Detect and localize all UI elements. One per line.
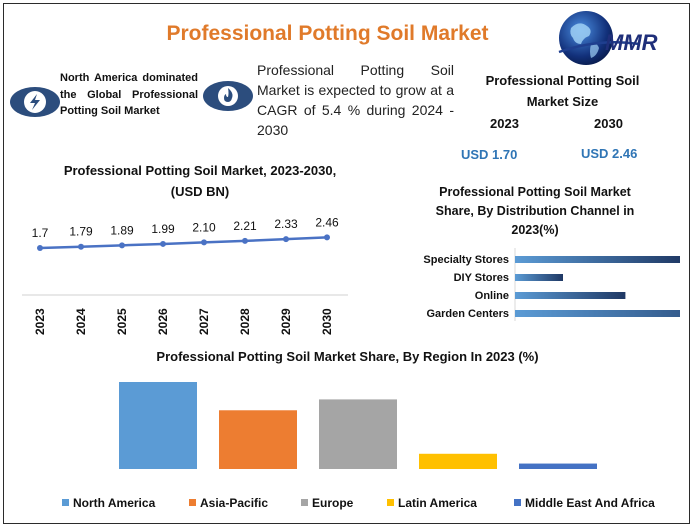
line-chart: 1.7 2023 1.79 2024 1.89 2025 1.99 2026 2.10 2027 2…	[22, 215, 348, 335]
data-point-2030	[324, 234, 330, 241]
market-size-year-end: 2030	[594, 116, 623, 131]
distribution-chart-title: Professional Potting Soil Market Share, …	[435, 185, 635, 237]
data-label-2029: 2.33	[274, 217, 298, 231]
data-point-2023	[37, 245, 43, 251]
data-point-2026	[160, 240, 166, 247]
data-point-2024	[78, 243, 84, 250]
category-label-garden-centers: Garden Centers	[426, 308, 509, 320]
region-chart: North America Asia-Pacific Europe Latin Ame…	[62, 382, 655, 510]
data-label-2025: 1.89	[110, 223, 134, 237]
region-bar-europe	[319, 399, 397, 469]
data-point-2025	[119, 242, 125, 249]
data-point-2029	[283, 236, 289, 243]
category-label-online: Online	[475, 290, 509, 302]
legend-label-middle-east-and-africa: Middle East And Africa	[525, 496, 655, 510]
x-tick-2025: 2025	[115, 308, 129, 335]
legend-swatch-north-america	[62, 499, 69, 506]
data-label-2024: 1.79	[69, 225, 93, 239]
bar-online	[515, 292, 626, 299]
series-line	[39, 236, 328, 250]
x-tick-2023: 2023	[33, 308, 47, 335]
region-bar-latin-america	[419, 453, 497, 469]
data-label-2027: 2.10	[192, 220, 216, 234]
x-tick-2024: 2024	[74, 308, 88, 335]
x-tick-2028: 2028	[238, 308, 252, 335]
data-point-2027	[201, 239, 207, 246]
line-chart-title: Professional Potting Soil Market, 2023-2…	[63, 163, 337, 199]
market-size-value-end: USD 2.46	[581, 146, 638, 161]
market-size-year-start: 2023	[490, 116, 519, 131]
legend-swatch-middle-east-and-africa	[514, 499, 521, 506]
globe-logo-icon: MMR	[558, 11, 658, 65]
lightning-badge	[10, 87, 60, 117]
x-tick-2026: 2026	[156, 308, 170, 335]
x-tick-2027: 2027	[197, 308, 211, 335]
bar-garden-centers	[515, 310, 680, 317]
legend-label-europe: Europe	[312, 496, 354, 510]
bar-diy-stores	[515, 274, 563, 281]
data-label-2026: 1.99	[151, 222, 175, 236]
legend-swatch-europe	[301, 499, 308, 506]
bar-specialty-stores	[515, 256, 680, 263]
flame-badge	[203, 81, 253, 111]
page-title: Professional Potting Soil Market	[166, 22, 489, 45]
distribution-chart: Specialty Stores DIY Stores Online Garden C…	[423, 248, 680, 321]
region-bar-north-america	[119, 382, 197, 469]
market-size-title: Professional Potting Soil Market Size	[485, 73, 640, 109]
category-label-diy-stores: DIY Stores	[454, 272, 509, 284]
legend-swatch-asia-pacific	[189, 499, 196, 506]
category-label-specialty-stores: Specialty Stores	[423, 254, 509, 266]
data-label-2028: 2.21	[233, 219, 257, 233]
flame-icon	[218, 86, 238, 106]
market-size-value-start: USD 1.70	[461, 147, 518, 162]
data-label-2023: 1.7	[32, 226, 49, 240]
fact-cagr: Professional Potting Soil Market is expe…	[257, 62, 454, 138]
legend-swatch-latin-america	[387, 499, 394, 506]
legend-label-north-america: North America	[73, 496, 156, 510]
data-point-2028	[242, 237, 248, 244]
lightning-icon	[24, 91, 46, 113]
region-chart-title: Professional Potting Soil Market Share, …	[156, 349, 539, 364]
legend-label-latin-america: Latin America	[398, 496, 477, 510]
logo-text: MMR	[605, 30, 658, 55]
x-tick-2030: 2030	[320, 308, 334, 335]
legend-label-asia-pacific: Asia-Pacific	[200, 496, 268, 510]
fact-north-america: North America dominated the Global Profe…	[60, 72, 198, 117]
region-bar-asia-pacific	[219, 410, 297, 469]
data-label-2030: 2.46	[315, 215, 339, 229]
region-bar-middle-east-and-africa	[519, 463, 597, 469]
x-tick-2029: 2029	[279, 308, 293, 335]
